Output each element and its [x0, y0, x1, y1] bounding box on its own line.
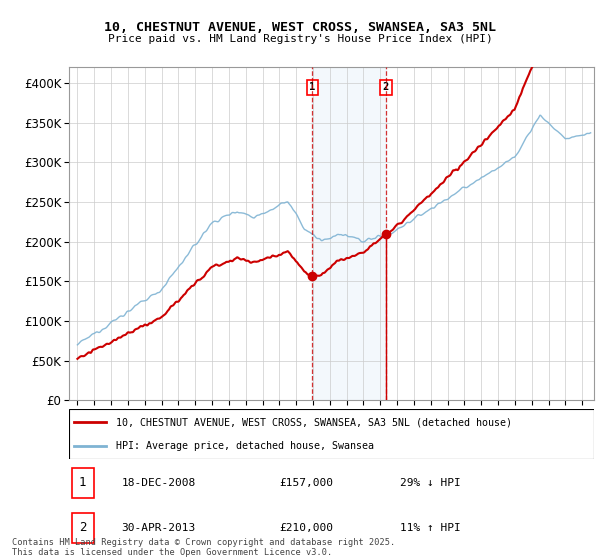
Text: £157,000: £157,000 [279, 478, 333, 488]
Text: 29% ↓ HPI: 29% ↓ HPI [400, 478, 461, 488]
Text: 1: 1 [309, 82, 316, 92]
Text: 10, CHESTNUT AVENUE, WEST CROSS, SWANSEA, SA3 5NL (detached house): 10, CHESTNUT AVENUE, WEST CROSS, SWANSEA… [116, 417, 512, 427]
Text: £210,000: £210,000 [279, 523, 333, 533]
Text: 1: 1 [79, 477, 86, 489]
Text: 11% ↑ HPI: 11% ↑ HPI [400, 523, 461, 533]
Text: HPI: Average price, detached house, Swansea: HPI: Average price, detached house, Swan… [116, 441, 374, 451]
Bar [71, 468, 94, 498]
Text: 10, CHESTNUT AVENUE, WEST CROSS, SWANSEA, SA3 5NL: 10, CHESTNUT AVENUE, WEST CROSS, SWANSEA… [104, 21, 496, 34]
Bar [71, 513, 94, 543]
Text: 18-DEC-2008: 18-DEC-2008 [121, 478, 196, 488]
Text: 2: 2 [79, 521, 86, 534]
Text: 2: 2 [383, 82, 389, 92]
Text: Contains HM Land Registry data © Crown copyright and database right 2025.
This d: Contains HM Land Registry data © Crown c… [12, 538, 395, 557]
Text: Price paid vs. HM Land Registry's House Price Index (HPI): Price paid vs. HM Land Registry's House … [107, 34, 493, 44]
Text: 30-APR-2013: 30-APR-2013 [121, 523, 196, 533]
Bar [313, 67, 386, 400]
